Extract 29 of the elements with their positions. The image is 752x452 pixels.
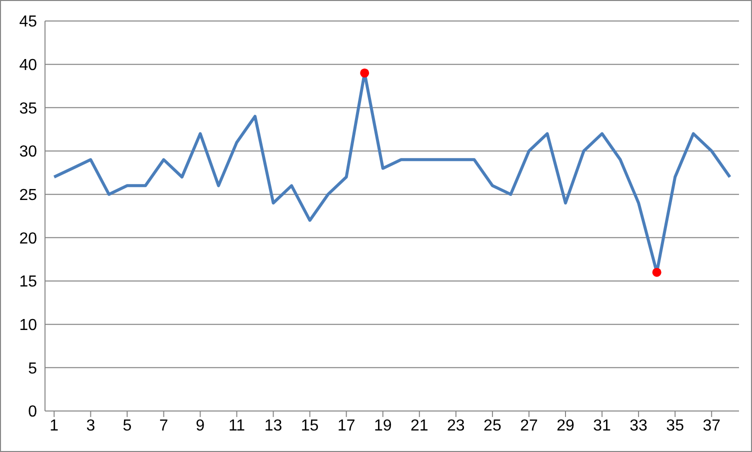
x-tick-label: 29 xyxy=(556,417,574,434)
x-tick-label: 13 xyxy=(264,417,282,434)
x-tick-label: 37 xyxy=(702,417,721,434)
y-tick-label: 40 xyxy=(19,57,38,74)
x-tick-label: 35 xyxy=(666,417,684,434)
x-tick-label: 5 xyxy=(122,417,132,434)
y-tick-label: 5 xyxy=(28,360,38,378)
x-tick-label: 23 xyxy=(447,417,465,434)
x-tick-label: 33 xyxy=(630,417,648,434)
y-tick-label: 15 xyxy=(19,274,38,291)
x-tick-label: 3 xyxy=(86,417,96,434)
x-tick-label: 15 xyxy=(300,417,319,434)
y-tick-label: 45 xyxy=(19,14,38,31)
x-tick-label: 25 xyxy=(484,417,502,434)
y-tick-label: 25 xyxy=(19,187,38,204)
x-tick-label: 27 xyxy=(520,417,538,434)
x-tick-label: 11 xyxy=(228,417,246,434)
x-tick-label: 21 xyxy=(410,417,428,434)
x-tick-label: 7 xyxy=(159,417,168,434)
x-tick-label: 1 xyxy=(50,417,59,434)
x-tick-label: 19 xyxy=(374,417,392,434)
x-tick-label: 31 xyxy=(593,417,612,434)
y-tick-label: 35 xyxy=(19,100,38,118)
y-tick-label: 30 xyxy=(19,144,38,161)
x-tick-label: 17 xyxy=(337,417,356,434)
x-tick-label: 9 xyxy=(196,417,205,434)
y-tick-label: 10 xyxy=(19,317,38,334)
y-tick-label: 20 xyxy=(19,230,38,248)
y-tick-label: 0 xyxy=(28,404,38,421)
